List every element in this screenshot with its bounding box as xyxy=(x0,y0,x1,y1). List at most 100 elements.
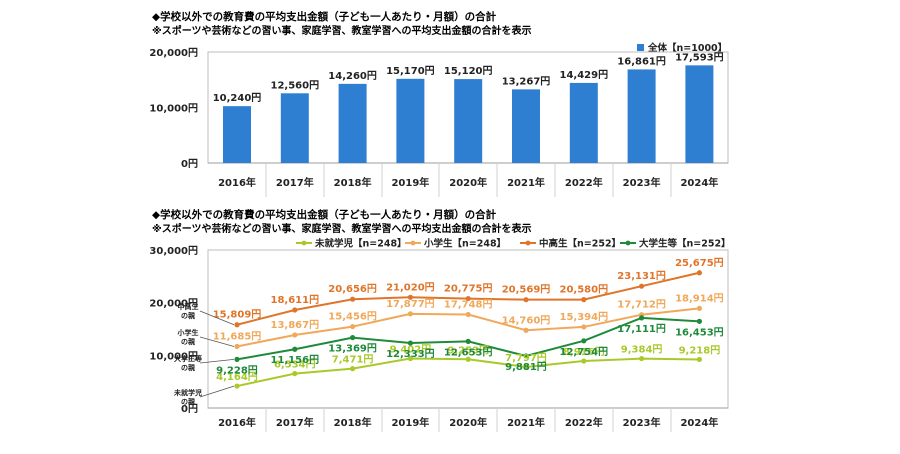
line-data-label: 9,881円 xyxy=(505,361,547,373)
line-legend-marker xyxy=(525,240,531,246)
line-data-labels: 4,164円 6,534円 7,471円 9,402円 9,253円 7,797円 8,91… xyxy=(213,257,724,383)
line-data-label: 8,916円 xyxy=(563,346,605,358)
bar-data-label: 14,429円 xyxy=(560,69,609,81)
line-chart-subtitle: ※スポーツや芸術などの習い事、家庭学習、教室学習への平均支出金額の合計を表示 xyxy=(152,222,532,235)
line-point xyxy=(523,297,529,303)
line-legend-label: 未就学児【n=248】 xyxy=(314,238,407,250)
line-point xyxy=(234,322,240,328)
line-plot-frame xyxy=(207,249,729,432)
line-data-label: 9,218円 xyxy=(679,344,721,356)
line-point xyxy=(465,311,471,318)
line-x-tick-label: 2023年 xyxy=(623,416,661,429)
line-point xyxy=(350,296,356,302)
line-data-label: 7,471円 xyxy=(332,354,374,366)
bar-data-label: 17,593円 xyxy=(675,51,724,63)
bar-x-tick-label: 2021年 xyxy=(507,176,545,189)
line-x-tick-label: 2021年 xyxy=(507,416,545,429)
line-point xyxy=(407,311,413,317)
line-data-label: 12,333円 xyxy=(386,348,435,360)
line-x-tick-label: 2019年 xyxy=(391,416,429,429)
line-data-label: 18,611円 xyxy=(271,294,320,306)
line-side-label: 中高生 xyxy=(178,302,199,311)
line-data-label: 20,569円 xyxy=(502,284,551,296)
line-data-label: 4,164円 xyxy=(216,371,258,383)
bar-x-tick-label: 2016年 xyxy=(218,176,256,189)
line-point xyxy=(696,270,703,276)
line-x-tick-label: 2024年 xyxy=(680,416,718,429)
line-point xyxy=(639,355,645,362)
bar-data-labels: 10,240円 12,560円 14,260円 15,170円 15,120円 13,26… xyxy=(213,51,724,104)
bar-x-tick-label: 2017年 xyxy=(276,176,314,189)
line-data-label: 11,685円 xyxy=(213,330,262,342)
line-point xyxy=(696,318,703,324)
line-legend-marker xyxy=(625,240,631,246)
line-data-label: 14,760円 xyxy=(502,314,551,326)
line-point xyxy=(350,323,356,330)
line-side-connector xyxy=(199,385,235,398)
line-y-ticks: 0円 10,000円 20,000円 30,000円 xyxy=(149,245,198,415)
bar xyxy=(454,79,483,163)
line-data-label: 12,653円 xyxy=(444,346,493,358)
bar xyxy=(338,83,367,163)
line-side-label: の親 xyxy=(181,363,195,372)
bar-data-label: 12,560円 xyxy=(271,79,320,91)
line-point xyxy=(523,353,529,359)
line-point xyxy=(581,358,587,364)
line-side-connector xyxy=(199,336,235,347)
line-point xyxy=(523,364,529,370)
line-data-label: 9,402円 xyxy=(390,343,432,355)
bar-y-tick-label: 10,000円 xyxy=(149,103,198,115)
line-point xyxy=(581,324,587,330)
bar-data-label: 13,267円 xyxy=(502,75,551,87)
line-side-label: 未就学児 xyxy=(174,388,202,397)
line-data-label: 20,580円 xyxy=(560,284,609,296)
line-y-tick-label: 30,000円 xyxy=(149,245,198,257)
line-data-label: 6,534円 xyxy=(274,359,316,371)
line-point xyxy=(350,334,356,341)
line-data-label: 15,809円 xyxy=(213,309,262,321)
line-point xyxy=(292,307,298,313)
line-data-label: 13,369円 xyxy=(328,343,377,355)
bar-data-label: 14,260円 xyxy=(328,70,377,82)
bar xyxy=(512,89,540,163)
line-series xyxy=(234,270,703,389)
line-side-label: 大学生等 xyxy=(174,354,202,363)
line-chart-title: ◆学校以外での教育費の平均支出金額（子ども一人あたり・月額）の合計 xyxy=(152,208,497,221)
line-x-tick-label: 2017年 xyxy=(276,416,314,429)
line-legend-label: 大学生等【n=252】 xyxy=(639,238,731,250)
bar-data-label: 16,861円 xyxy=(617,55,666,67)
line-x-tick-label: 2016年 xyxy=(218,416,256,429)
bar xyxy=(627,69,656,163)
bar-data-label: 10,240円 xyxy=(213,92,262,104)
line-point xyxy=(465,295,471,302)
line-data-label: 17,877円 xyxy=(386,298,435,310)
line-x-tick-label: 2020年 xyxy=(449,416,487,429)
line-data-label: 20,775円 xyxy=(444,283,493,295)
bar-y-ticks: 0円 10,000円 20,000円 xyxy=(149,47,198,170)
bar-legend-label: 全体【n=1000】 xyxy=(647,42,727,54)
line-point xyxy=(407,294,413,300)
line-data-label: 17,748円 xyxy=(444,299,493,311)
line-side-label: の親 xyxy=(181,337,195,346)
line-data-label: 12,754円 xyxy=(560,346,609,358)
line-legend: 未就学児【n=248】 小学生【n=248】 中高生【n=252】 大学生等【n=25… xyxy=(296,238,731,250)
line-point xyxy=(696,356,703,363)
line-chart: ◆学校以外での教育費の平均支出金額（子ども一人あたり・月額）の合計 ※スポーツや… xyxy=(149,208,731,432)
line-data-label: 11,156円 xyxy=(271,354,320,366)
line-x-tick-label: 2022年 xyxy=(565,416,603,429)
line-data-label: 20,656円 xyxy=(328,283,377,295)
bar-x-tick-label: 2019年 xyxy=(391,176,429,189)
line-data-label: 17,111円 xyxy=(617,323,666,335)
line-data-label: 16,453円 xyxy=(675,326,724,338)
line-point xyxy=(292,332,298,338)
bar xyxy=(280,93,309,163)
line-point xyxy=(581,297,587,303)
line-x-tick-label: 2018年 xyxy=(334,416,372,429)
line-point xyxy=(465,338,471,344)
line-point xyxy=(639,315,645,321)
bar-legend-swatch xyxy=(637,44,644,51)
line-point xyxy=(234,356,240,362)
bar xyxy=(685,65,714,163)
line-data-label: 17,712円 xyxy=(617,299,666,311)
